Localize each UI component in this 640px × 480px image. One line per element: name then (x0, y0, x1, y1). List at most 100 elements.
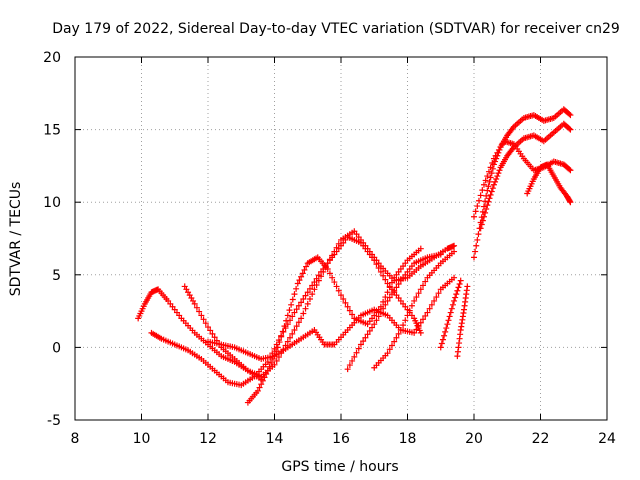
data-point (488, 188, 495, 195)
data-point (298, 273, 305, 280)
data-point (205, 324, 211, 331)
data-point (291, 326, 298, 333)
data-point (324, 265, 331, 272)
data-point (284, 321, 291, 328)
data-point (288, 301, 295, 308)
data-point (475, 197, 482, 204)
data-series (477, 120, 574, 232)
data-point (263, 371, 270, 378)
data-point (259, 377, 266, 384)
data-point (496, 167, 503, 174)
data-point (295, 319, 302, 326)
data-point (289, 296, 296, 303)
data-point (477, 192, 484, 199)
data-series (371, 248, 458, 371)
data-point (294, 280, 301, 287)
data-series (244, 245, 424, 406)
plot-frame (74, 56, 608, 421)
data-point (207, 327, 214, 334)
data-point (284, 312, 291, 319)
data-point (488, 170, 495, 177)
y-tick-label: -5 (47, 413, 61, 429)
data-point (335, 240, 342, 247)
data-point (302, 292, 309, 299)
data-point (264, 367, 271, 374)
data-point (386, 346, 393, 353)
data-point (380, 272, 387, 279)
data-point (422, 278, 429, 285)
data-point (426, 305, 433, 312)
data-point (388, 279, 395, 286)
data-point (487, 174, 494, 181)
data-series (344, 251, 444, 373)
data-point (300, 296, 307, 302)
data-point (369, 324, 376, 331)
data-point (489, 185, 496, 192)
data-point (254, 387, 261, 394)
data-point (198, 312, 205, 319)
data-point (420, 316, 427, 323)
data-point (333, 244, 340, 251)
data-point (489, 159, 496, 166)
data-point (318, 273, 325, 280)
data-point (355, 345, 362, 352)
data-point (485, 198, 492, 205)
data-point (494, 173, 501, 180)
data-point (391, 338, 398, 345)
data-point (377, 309, 384, 316)
data-point (400, 322, 407, 329)
data-point (486, 195, 493, 202)
data-point (437, 344, 444, 351)
data-point (346, 362, 353, 369)
data-point (357, 341, 364, 348)
data-point (340, 296, 347, 302)
data-point (395, 280, 402, 287)
data-point (483, 205, 490, 212)
data-point (437, 251, 444, 258)
data-point (209, 330, 216, 337)
data-point (386, 294, 393, 301)
data-point (302, 305, 309, 312)
data-point (360, 338, 367, 345)
data-point (196, 308, 203, 315)
data-point (472, 208, 479, 215)
y-tick-label: 20 (43, 50, 61, 66)
data-point (471, 213, 477, 220)
data-points (135, 106, 574, 406)
data-point (261, 374, 268, 381)
data-point (377, 268, 384, 275)
data-point (202, 320, 209, 327)
data-point (482, 209, 489, 216)
data-point (384, 350, 391, 357)
data-point (295, 302, 302, 309)
data-point (456, 280, 463, 287)
data-point (304, 300, 311, 307)
data-point (411, 297, 418, 304)
data-point (393, 334, 400, 341)
data-point (291, 309, 298, 316)
data-point (326, 256, 333, 263)
data-point (566, 166, 573, 173)
data-point (351, 353, 358, 360)
data-point (384, 289, 391, 296)
data-point (293, 323, 300, 330)
x-tick-label: 10 (133, 431, 151, 447)
data-point (395, 330, 402, 337)
data-point (447, 309, 454, 316)
data-point (256, 384, 263, 391)
data-point (441, 332, 448, 339)
y-tick-label: 15 (43, 123, 61, 139)
data-point (415, 290, 422, 297)
data-point (487, 191, 494, 198)
data-point (309, 291, 316, 298)
data-point (417, 286, 424, 293)
data-point (446, 313, 453, 320)
data-point (485, 183, 492, 190)
data-point (320, 268, 327, 275)
y-tick-label: 5 (52, 268, 61, 284)
data-point (485, 168, 492, 175)
data-point (271, 361, 278, 368)
data-point (268, 359, 275, 366)
data-point (300, 310, 307, 317)
